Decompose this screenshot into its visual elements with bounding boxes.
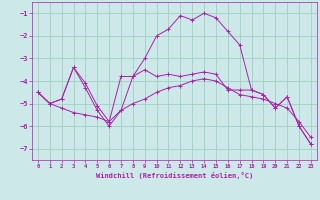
X-axis label: Windchill (Refroidissement éolien,°C): Windchill (Refroidissement éolien,°C) — [96, 172, 253, 179]
